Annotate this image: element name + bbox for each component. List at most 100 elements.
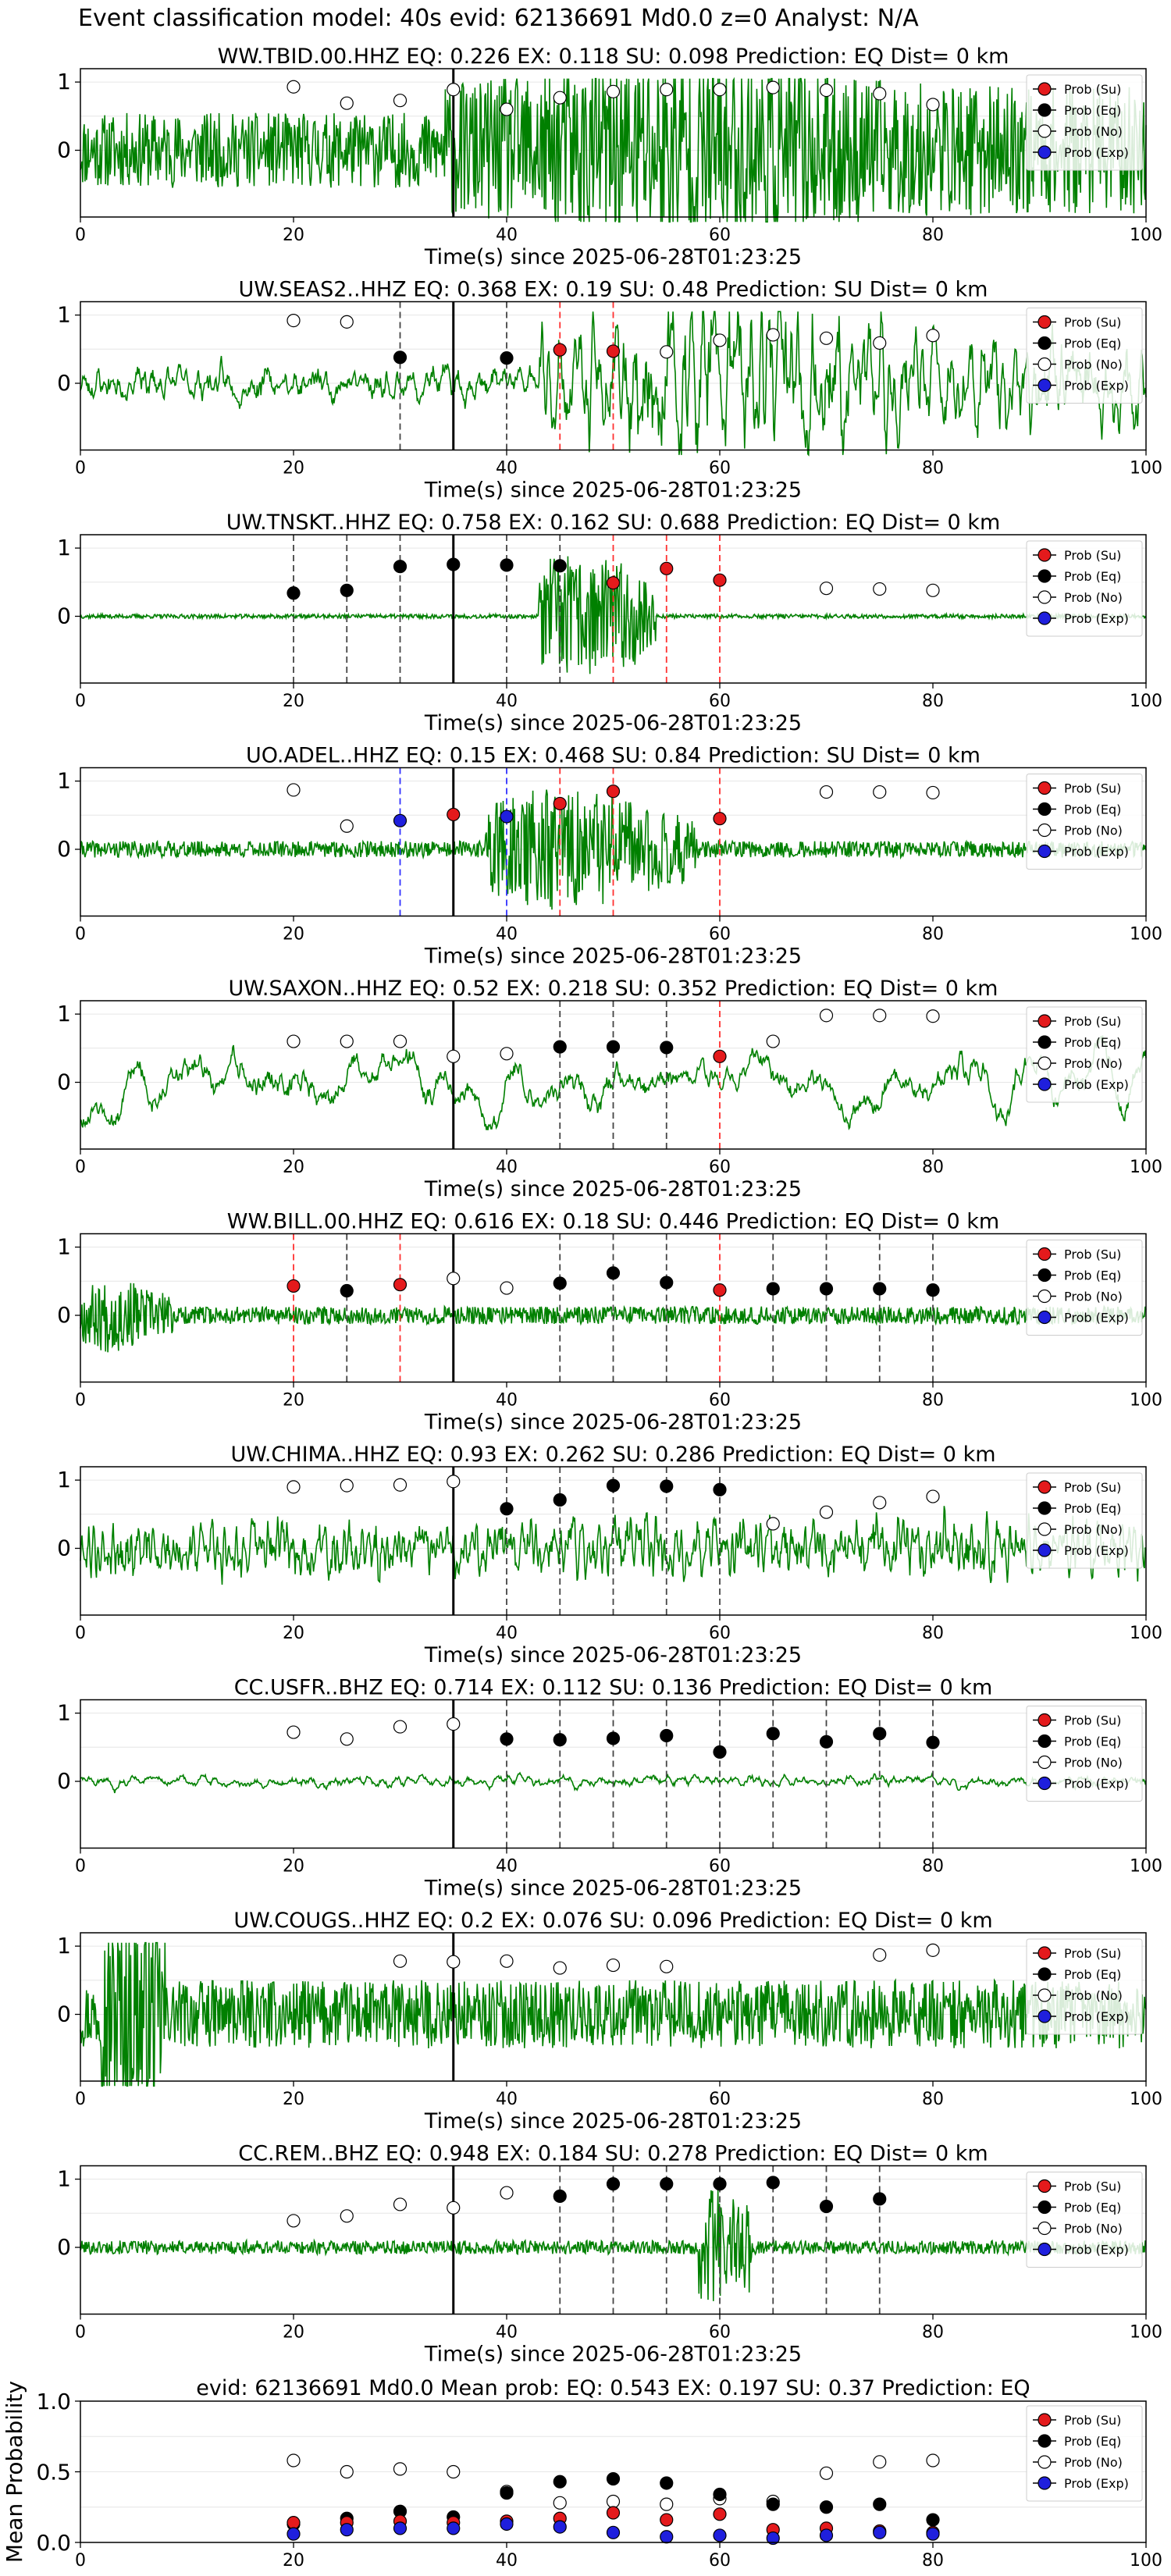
x-tick-label: 0 [75,1624,86,1643]
legend-marker [1038,611,1052,625]
probability-point [713,83,727,97]
probability-point [873,785,887,799]
x-tick-label: 20 [283,1857,304,1877]
probability-point [340,1478,354,1493]
probability-point [500,1281,514,1295]
station-panel: UW.SAXON..HHZ EQ: 0.52 EX: 0.218 SU: 0.3… [57,977,1162,1201]
y-tick-label: 1 [57,535,71,560]
mean-probability-point [606,2525,621,2539]
y-tick-label: 1 [57,302,71,328]
x-tick-label: 80 [922,459,944,479]
legend: Prob (Su) Prob (Eq) Prob (No) Prob (Exp) [1026,1240,1143,1336]
y-tick-label: 1 [57,2166,71,2192]
legend-frame [1026,308,1143,404]
y-tick-label: 0 [57,1535,71,1561]
y-tick-label: 0 [57,1768,71,1794]
probability-point [287,783,301,797]
probability-point [393,2197,408,2211]
legend-label: Prob (Exp) [1064,1077,1129,1092]
probability-point [393,1954,408,1968]
legend-label: Prob (No) [1064,358,1123,372]
probability-point [500,2186,514,2200]
probability-point [873,336,887,350]
probability-point [447,83,461,97]
probability-point [553,343,567,357]
legend-marker [1038,378,1052,393]
mean-probability-point [340,2523,354,2537]
legend-label: Prob (Exp) [1064,1777,1129,1791]
station-panel: UO.ADEL..HHZ EQ: 0.15 EX: 0.468 SU: 0.84… [57,744,1162,969]
legend-marker [1038,802,1052,817]
station-panel: UW.TNSKT..HHZ EQ: 0.758 EX: 0.162 SU: 0.… [57,511,1162,735]
y-tick-label: 1.0 [36,2389,71,2414]
probability-point [713,1745,727,1759]
probability-point [766,2176,780,2190]
x-tick-label: 0 [75,1857,86,1877]
plot-frame [80,1699,1147,1849]
probability-point [873,2192,887,2206]
plot-frame [80,1000,1147,1150]
x-tick-label: 80 [922,1624,944,1643]
probability-point [287,1034,301,1048]
plot-frame [80,767,1147,917]
probability-point [447,1049,461,1063]
legend-label: Prob (No) [1064,1988,1123,2003]
probability-point [606,785,621,799]
mean-probability-point [926,2527,940,2541]
probability-point [873,582,887,596]
station-panel: UW.SEAS2..HHZ EQ: 0.368 EX: 0.19 SU: 0.4… [57,278,1162,503]
legend: Prob (Su) Prob (Eq) Prob (No) Prob (Exp) [1026,74,1143,171]
x-tick-label: 80 [922,1158,944,1177]
legend-marker [1038,357,1052,372]
x-tick-label: 20 [283,459,304,479]
probability-point [553,796,567,811]
y-tick-label: 1 [57,1234,71,1260]
probability-point [500,351,514,365]
x-tick-label: 60 [709,2090,731,2109]
probability-point [553,91,567,105]
legend: Prob (Su) Prob (Eq) Prob (No) Prob (Exp) [1026,774,1143,870]
legend-label: Prob (Eq) [1064,569,1121,584]
mean-probability-point [606,2506,621,2520]
x-tick-label: 40 [496,2090,518,2109]
probability-point [340,1732,354,1746]
probability-point [819,331,834,345]
legend-marker [1038,1776,1052,1791]
legend-marker [1038,124,1052,138]
probability-point [287,586,301,600]
legend-label: Prob (Su) [1064,781,1121,796]
probability-point [873,1282,887,1296]
mean-probability-point [713,2507,727,2521]
plot-frame [80,1233,1147,1383]
y-tick-label: 1 [57,1700,71,1726]
x-tick-label: 60 [709,2551,731,2571]
legend-marker [1038,1543,1052,1557]
panel-title: UW.TNSKT..HHZ EQ: 0.758 EX: 0.162 SU: 0.… [226,511,1001,535]
legend-label: Prob (No) [1064,824,1123,838]
probability-point [926,98,940,112]
x-tick-label: 20 [283,925,304,945]
legend-marker [1038,1988,1052,2002]
mean-probability-point [819,2466,834,2480]
probability-point [287,1480,301,1494]
mean-probability-point [393,2521,408,2535]
legend-marker [1038,1056,1052,1070]
x-tick-label: 20 [283,692,304,711]
legend: Prob (Su) Prob (Eq) Prob (No) Prob (Exp) [1026,1938,1143,2035]
legend-label: Prob (Su) [1064,315,1121,330]
waveform-trace [80,789,1147,910]
panel-title: UW.SAXON..HHZ EQ: 0.52 EX: 0.218 SU: 0.3… [229,977,998,1001]
legend-label: Prob (Su) [1064,2413,1121,2428]
legend-label: Prob (Su) [1064,1713,1121,1728]
x-tick-label: 60 [709,1391,731,1411]
legend-marker [1038,1734,1052,1749]
legend-label: Prob (No) [1064,124,1123,139]
x-tick-label: 20 [283,1624,304,1643]
mean-probability-point [553,2496,567,2510]
mean-probability-point [873,2525,887,2539]
panel-title: UW.SEAS2..HHZ EQ: 0.368 EX: 0.19 SU: 0.4… [238,278,988,302]
x-axis-label: Time(s) since 2025-06-28T01:23:25 [424,1411,802,1435]
probability-point [500,102,514,116]
legend-frame [1026,774,1143,870]
